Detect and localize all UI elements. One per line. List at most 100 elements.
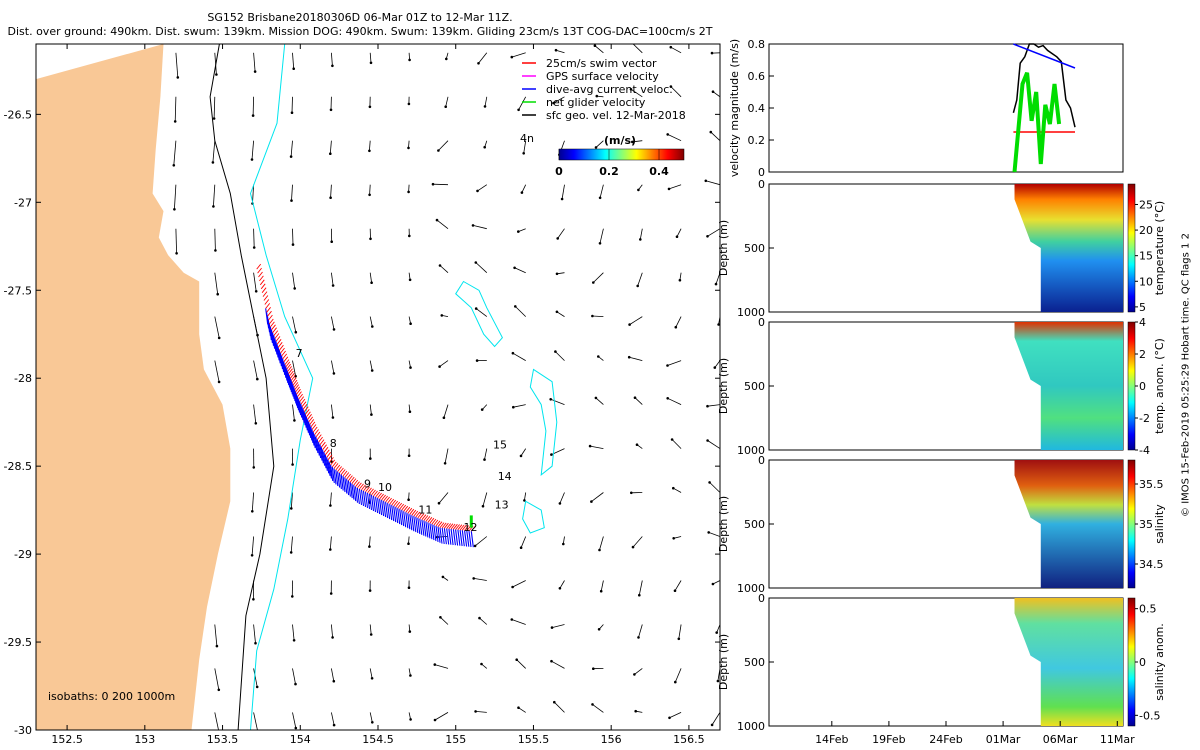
swim-vector [423,515,429,521]
current-vector [287,371,291,388]
velocity-vector-head [441,575,445,579]
current-vector [310,426,314,443]
velocity-vector [292,624,295,641]
velocity-vector [439,265,449,273]
velocity-vector-head [478,616,481,620]
swim-vector [351,478,357,484]
velocity-vector-head [598,242,602,245]
current-vector [383,500,387,518]
velocity-vector [561,184,565,200]
velocity-vector-head [409,366,412,369]
current-vector [314,434,318,451]
depth-tick-label: 1000 [737,444,765,457]
velocity-field [172,44,720,730]
velocity-vector-head [371,721,374,724]
current-vector [466,530,470,547]
velocity-vector-head [550,453,553,456]
swim-vector [322,444,327,450]
velocity-vector-head [369,61,373,65]
velocity-vector-head [556,237,559,240]
velocity-vector-head [175,252,178,255]
swim-vector [399,503,405,510]
swim-vector [273,330,279,336]
velocity-vector-head [673,589,677,592]
current-vector [347,480,351,497]
day-label: 10 [378,481,392,494]
velocity-vector [369,316,373,327]
velocity-vector-head [212,117,216,120]
swim-vector [304,409,310,415]
velocity-vector-head [594,146,598,149]
velocity-vector-head [444,105,448,108]
velocity-vector-head [519,546,523,549]
current-vector [335,469,339,487]
map-x-tick-label: 156 [601,733,622,746]
current-vector [299,401,303,418]
swim-vector [417,512,423,519]
velocity-vector [518,228,526,232]
day-labels: 7 8 9 10 11 12 13 14 15 [296,347,512,534]
velocity-vector [369,712,373,723]
velocity-vector [174,96,177,122]
velocity-vector [555,49,565,54]
velocity-vector-head [515,658,518,661]
velocity-vector-head [371,325,374,328]
current-vector [307,419,311,436]
velocity-vector-head [674,325,678,329]
depth-tick-label: 0 [758,178,765,191]
velocity-vector-head [510,618,514,621]
current-vector [344,477,348,494]
velocity-vector [712,580,720,585]
velocity-vector [709,482,720,493]
current-vector [407,513,411,530]
swim-vector [457,524,463,530]
velocity-vector [707,228,720,237]
velocity-vector-head [675,235,679,238]
colorbar-tick-label: 0.4 [649,165,669,178]
depth-tick-label: 0 [758,592,765,605]
swim-vector [294,384,300,390]
colorbar-title: (m/s) [604,134,636,147]
current-vector [391,505,395,522]
map-colorbar: (m/s) 0 0.2 0.4 [555,134,685,178]
swim-vector [393,500,399,507]
map-y-tick-label: -26.5 [4,108,32,121]
date-tick-label: 14Feb [815,733,848,746]
velocity-vector-head [255,377,259,381]
date-tick-label: 06Mar [1043,733,1078,746]
velocity-vector [331,668,335,682]
current-vector [282,358,286,375]
velocity-vector [473,578,487,581]
colorbar-tick-label: 34.5 [1139,558,1164,571]
velocity-vector-head [474,307,478,310]
velocity-vector-head [674,680,677,684]
current-vector [381,499,385,517]
current-vector [337,471,341,488]
velocity-vector-head [473,544,477,548]
swim-vector [342,470,348,477]
day-label: 7 [296,347,303,360]
map-y-tick-label: -29.5 [4,636,32,649]
section-colorbar [1127,183,1136,313]
day-label: 14 [498,470,512,483]
velocity-vector-head [633,673,636,676]
colorbar-tick-label: 0.5 [1139,603,1157,616]
velocity-vector [214,712,219,730]
colorbar-tick-label: 15 [1139,250,1153,263]
velocity-vector [330,184,332,198]
velocity-vector [670,46,682,54]
velocity-vector [214,316,220,338]
glider-track [256,263,476,548]
velocity-vector [253,404,257,424]
velocity-vector [214,272,219,295]
swim-vector [425,516,431,522]
velocity-vector-head [408,630,412,633]
velocity-vector [329,536,332,550]
depth-tick-label: 500 [744,656,765,669]
velocity-vector-head [369,633,373,636]
velocity-vector-head [294,726,298,730]
current-vector [362,490,367,507]
swim-vector [312,426,318,433]
velocity-vector-head [706,439,709,442]
swim-vector [265,303,271,309]
